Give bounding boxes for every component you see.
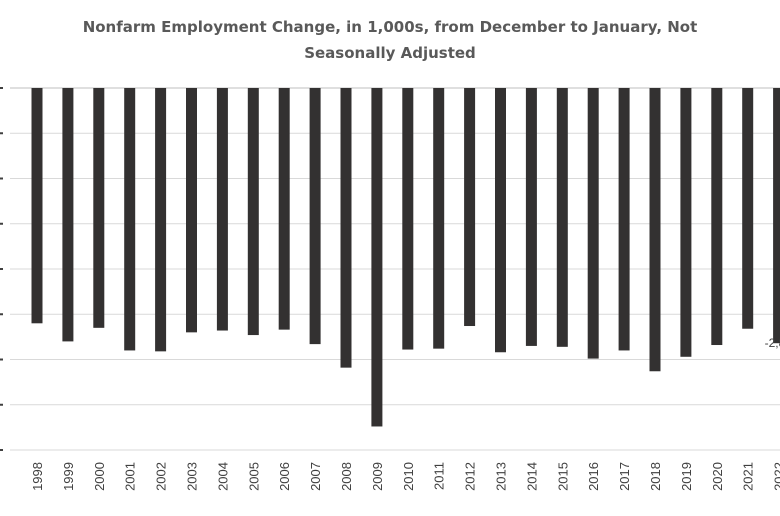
bar-2010: [402, 88, 414, 350]
data-labels: -2,8: [765, 336, 780, 350]
y-tick-mark: [0, 403, 3, 406]
bar-2017: [618, 88, 630, 351]
bar-2019: [680, 88, 692, 357]
x-tick-label-2002: 2002: [154, 462, 169, 491]
y-tick-mark: [0, 87, 3, 89]
data-label-2022: -2,8: [765, 336, 780, 350]
y-tick-mark: [0, 132, 3, 135]
bar-2013: [495, 88, 506, 353]
bar-2003: [186, 88, 197, 333]
bar-2011: [433, 88, 445, 349]
x-tick-label-2005: 2005: [246, 462, 261, 491]
x-tick-label-2015: 2015: [555, 462, 570, 491]
y-tick-mark: [0, 268, 3, 270]
bar-2005: [247, 88, 259, 336]
bar-2000: [93, 88, 105, 328]
x-tick-label-2011: 2011: [432, 462, 447, 490]
x-axis-tick-labels: 1998 1999 2000 2001 2002 2003 2004 2005 2006 2007…: [30, 462, 780, 491]
bar-2021: [742, 88, 754, 329]
bars: [31, 88, 780, 427]
x-tick-label-2000: 2000: [92, 462, 107, 491]
x-tick-label-2001: 2001: [123, 462, 138, 491]
chart-title-line-2: Seasonally Adjusted: [304, 44, 476, 62]
x-tick-label-2012: 2012: [463, 462, 478, 491]
bar-2004: [216, 88, 228, 331]
x-tick-label-2007: 2007: [308, 462, 323, 491]
x-tick-label-2003: 2003: [185, 462, 200, 491]
x-tick-label-2019: 2019: [679, 462, 694, 491]
bar-1999: [62, 88, 74, 342]
bar-2012: [464, 88, 476, 327]
x-tick-label-2021: 2021: [741, 462, 756, 491]
x-tick-label-1998: 1998: [30, 462, 45, 491]
bar-2008: [340, 88, 352, 368]
x-tick-label-2013: 2013: [494, 462, 509, 491]
y-tick-mark: [0, 313, 3, 316]
bar-2015: [556, 88, 568, 347]
x-tick-label-2010: 2010: [401, 462, 416, 491]
y-tick-mark: [0, 177, 3, 180]
x-tick-label-2018: 2018: [648, 462, 663, 491]
bar-2014: [525, 88, 537, 346]
x-tick-label-2004: 2004: [215, 462, 230, 491]
y-tick-mark: [0, 222, 3, 225]
bar-2016: [587, 88, 599, 359]
x-tick-label-2006: 2006: [277, 462, 292, 491]
bar-2006: [278, 88, 290, 330]
chart-title-line-1: Nonfarm Employment Change, in 1,000s, fr…: [83, 18, 698, 36]
x-tick-label-2009: 2009: [370, 462, 385, 491]
x-tick-label-2022: 2022: [772, 462, 780, 491]
x-tick-label-2020: 2020: [710, 462, 725, 491]
y-tick-mark: [0, 358, 3, 361]
bar-2022: [773, 88, 780, 344]
bar-2020: [711, 88, 723, 346]
x-tick-label-1999: 1999: [61, 462, 76, 491]
x-tick-label-2014: 2014: [524, 462, 539, 491]
x-tick-label-2016: 2016: [586, 462, 601, 491]
bar-1998: [31, 88, 43, 324]
bar-2018: [649, 88, 661, 372]
x-tick-label-2008: 2008: [339, 462, 354, 491]
x-tick-label-2017: 2017: [617, 462, 632, 491]
bar-2007: [309, 88, 321, 345]
bar-2002: [155, 88, 167, 352]
gridlines: [0, 87, 780, 451]
bar-2001: [124, 88, 136, 351]
y-tick-mark: [0, 449, 3, 451]
bar-2009: [371, 88, 383, 427]
